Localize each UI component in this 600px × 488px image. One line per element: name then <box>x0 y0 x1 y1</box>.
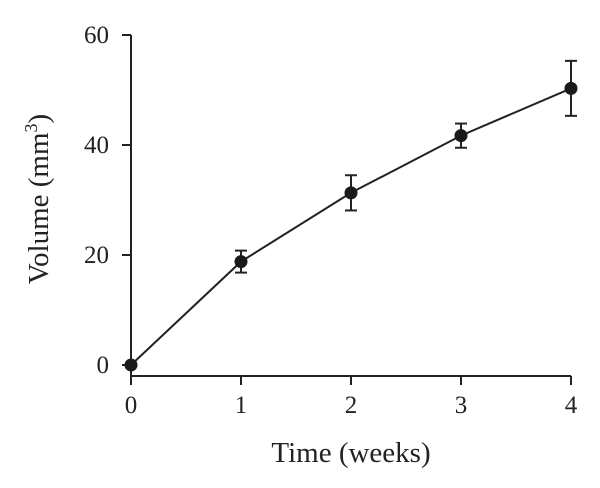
data-point <box>344 186 358 200</box>
x-tick-label: 3 <box>455 392 468 419</box>
data-point <box>454 129 468 143</box>
y-axis-title: Volume (mm3) <box>21 114 55 284</box>
y-tick-label: 40 <box>84 132 109 159</box>
y-tick-label: 20 <box>84 242 109 269</box>
x-axis-title: Time (weeks) <box>271 437 430 469</box>
series-line <box>130 87 572 366</box>
x-tick-label: 0 <box>125 392 138 419</box>
y-tick-label: 60 <box>84 22 109 49</box>
data-point <box>124 358 138 372</box>
x-tick-label: 1 <box>235 392 248 419</box>
data-point <box>564 81 578 95</box>
y-axis-title-end: ) <box>23 114 55 124</box>
axis-ticks: 0 20 40 60 0 1 2 3 4 <box>84 22 578 419</box>
chart-series <box>124 59 578 372</box>
x-tick-label: 2 <box>345 392 358 419</box>
y-axis-title-main: Volume (mm <box>23 132 55 284</box>
y-axis-title-superscript: 3 <box>21 123 41 132</box>
y-tick-label: 0 <box>97 352 110 379</box>
data-point <box>234 255 248 269</box>
x-tick-label: 4 <box>565 392 578 419</box>
